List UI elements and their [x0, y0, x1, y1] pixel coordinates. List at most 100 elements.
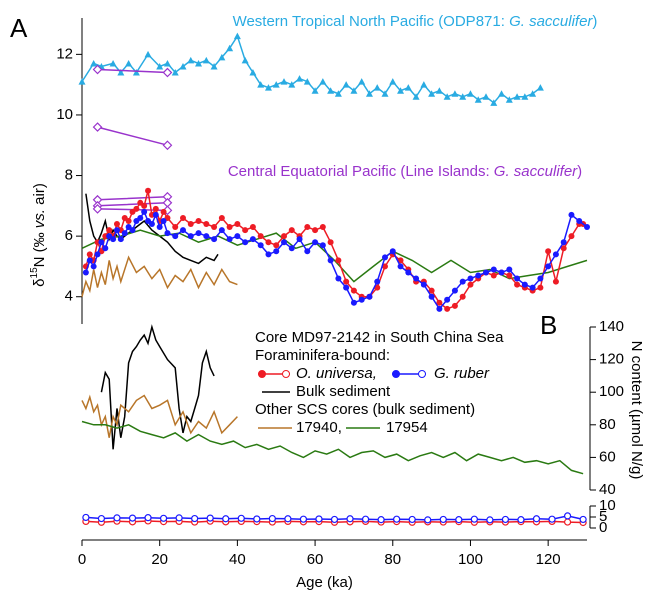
x-tick-label: 60	[307, 551, 324, 568]
marker	[467, 275, 474, 282]
marker	[498, 90, 506, 97]
marker	[210, 62, 218, 70]
marker	[156, 224, 163, 231]
marker	[304, 224, 311, 231]
marker	[312, 227, 319, 234]
marker	[195, 217, 202, 224]
marker	[226, 224, 233, 231]
marker	[529, 90, 537, 97]
data-line	[81, 420, 584, 475]
marker	[483, 269, 489, 276]
legend-label: O. universa,	[296, 365, 377, 382]
marker	[552, 251, 559, 258]
marker	[253, 515, 261, 523]
y-axis-title-part: air)	[31, 183, 48, 209]
marker	[576, 217, 583, 224]
data-line	[81, 255, 238, 297]
marker	[180, 214, 186, 221]
marker	[420, 81, 428, 88]
marker	[560, 239, 567, 246]
y-axis-title: N content (µmol N/g)	[628, 341, 645, 480]
marker	[486, 516, 494, 524]
x-tick-label: 120	[536, 551, 561, 568]
marker	[160, 208, 167, 215]
marker	[327, 239, 334, 246]
marker	[428, 287, 435, 294]
marker	[234, 233, 241, 240]
marker	[568, 233, 575, 240]
annotation-part: G. sacculifer	[509, 13, 593, 30]
marker	[264, 84, 272, 91]
annotation-part: G. sacculifer	[494, 163, 578, 180]
marker	[187, 221, 194, 228]
marker	[444, 296, 451, 303]
marker	[470, 515, 478, 523]
marker	[408, 515, 416, 524]
y-tick-label: 6	[65, 227, 73, 244]
data-line	[100, 324, 215, 450]
marker	[129, 227, 136, 234]
y-axis-title: δ15N (‰ vs. air)	[29, 183, 48, 287]
marker	[162, 67, 173, 78]
marker	[90, 263, 97, 270]
marker	[164, 230, 171, 237]
marker	[397, 87, 405, 94]
y-axis-title-part: vs.	[31, 209, 48, 228]
marker	[405, 269, 412, 276]
marker	[361, 515, 370, 523]
marker	[311, 87, 319, 94]
y-tick-label: 60	[599, 448, 616, 465]
y-tick-label: 10	[56, 106, 73, 123]
marker	[381, 90, 389, 97]
y-tick-label: 10	[599, 497, 616, 514]
marker	[536, 84, 544, 91]
marker	[490, 266, 497, 273]
marker	[397, 263, 404, 270]
marker	[86, 251, 93, 258]
marker	[242, 239, 249, 246]
marker	[382, 263, 388, 270]
marker	[171, 69, 179, 76]
marker	[498, 269, 505, 276]
marker	[133, 205, 140, 212]
marker	[128, 514, 137, 522]
marker	[315, 515, 323, 523]
marker	[257, 242, 264, 249]
y-tick-label: 120	[599, 351, 624, 368]
marker	[288, 227, 295, 234]
marker	[350, 299, 357, 306]
marker	[195, 230, 202, 237]
marker	[467, 281, 474, 288]
marker	[584, 224, 590, 231]
marker	[374, 278, 381, 285]
marker	[335, 257, 342, 264]
marker	[552, 278, 559, 285]
marker	[148, 221, 155, 228]
marker	[563, 512, 572, 520]
annotation-part: )	[592, 13, 597, 30]
marker	[268, 514, 276, 523]
y-tick-label: 4	[65, 288, 73, 305]
marker	[249, 69, 257, 76]
marker	[281, 239, 287, 246]
legend-label: G. ruber	[434, 365, 490, 382]
marker	[163, 59, 171, 67]
marker	[451, 90, 459, 97]
marker	[404, 84, 412, 91]
marker	[505, 96, 513, 103]
x-tick-label: 100	[458, 551, 483, 568]
marker	[389, 248, 396, 255]
marker	[265, 239, 272, 246]
marker	[280, 78, 288, 85]
marker	[435, 87, 443, 94]
marker	[97, 514, 106, 523]
y-tick-label: 100	[599, 383, 624, 400]
marker	[137, 214, 144, 221]
marker	[160, 217, 167, 224]
marker	[211, 236, 218, 243]
legend-label: 17940,	[296, 419, 342, 436]
marker	[459, 278, 466, 285]
marker	[548, 515, 556, 523]
marker	[159, 514, 168, 522]
y-tick-label: 0	[599, 519, 607, 536]
